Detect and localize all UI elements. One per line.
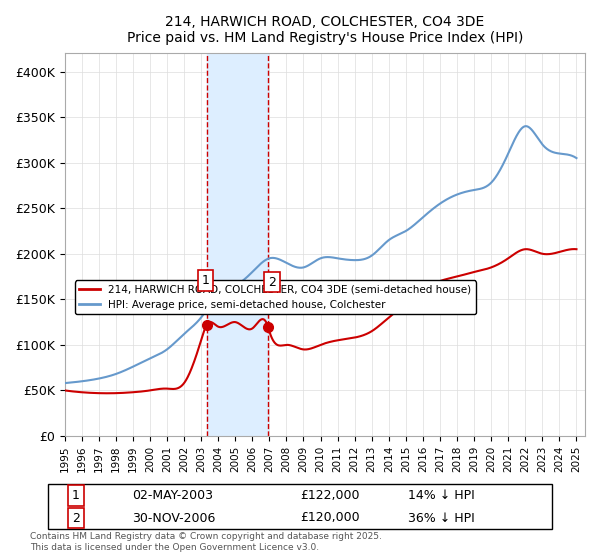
- Text: Contains HM Land Registry data © Crown copyright and database right 2025.
This d: Contains HM Land Registry data © Crown c…: [30, 532, 382, 552]
- Text: 14% ↓ HPI: 14% ↓ HPI: [408, 489, 475, 502]
- Text: 36% ↓ HPI: 36% ↓ HPI: [408, 511, 475, 525]
- Title: 214, HARWICH ROAD, COLCHESTER, CO4 3DE
Price paid vs. HM Land Registry's House P: 214, HARWICH ROAD, COLCHESTER, CO4 3DE P…: [127, 15, 523, 45]
- Text: 36% ↓ HPI: 36% ↓ HPI: [408, 511, 475, 525]
- Text: £120,000: £120,000: [300, 511, 359, 525]
- Text: 1: 1: [72, 489, 80, 502]
- Text: 30-NOV-2006: 30-NOV-2006: [132, 511, 215, 525]
- Text: £120,000: £120,000: [300, 511, 359, 525]
- Text: 1: 1: [202, 274, 209, 287]
- Text: 2: 2: [72, 511, 80, 525]
- Text: 14% ↓ HPI: 14% ↓ HPI: [408, 489, 475, 502]
- Text: 02-MAY-2003: 02-MAY-2003: [132, 489, 213, 502]
- Text: 02-MAY-2003: 02-MAY-2003: [132, 489, 213, 502]
- Text: 2: 2: [72, 511, 80, 525]
- Text: £122,000: £122,000: [300, 489, 359, 502]
- Legend: 214, HARWICH ROAD, COLCHESTER, CO4 3DE (semi-detached house), HPI: Average price: 214, HARWICH ROAD, COLCHESTER, CO4 3DE (…: [75, 281, 476, 314]
- Bar: [207, 53, 268, 436]
- Text: 1: 1: [72, 489, 80, 502]
- Text: 2: 2: [268, 276, 276, 288]
- Text: 30-NOV-2006: 30-NOV-2006: [132, 511, 215, 525]
- Text: £122,000: £122,000: [300, 489, 359, 502]
